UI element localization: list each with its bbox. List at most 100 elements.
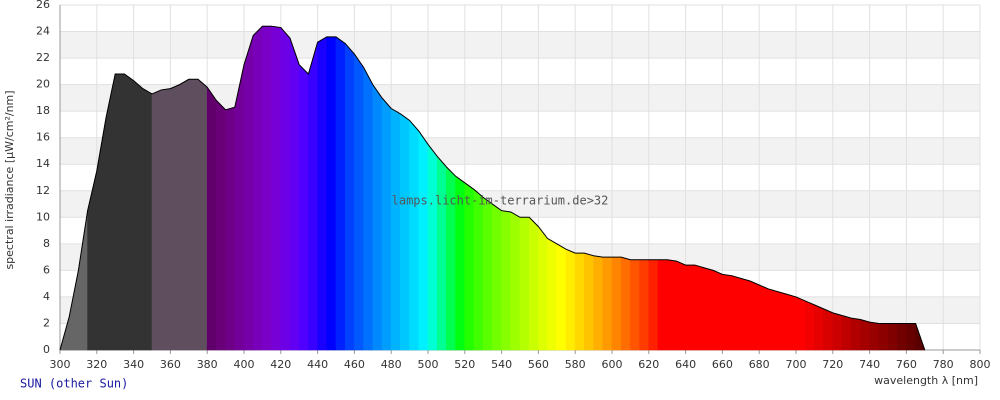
spectrum-segment	[170, 84, 180, 351]
x-tick-label: 480	[381, 358, 402, 371]
spectrum-segment	[124, 73, 134, 351]
spectrum-segment	[602, 256, 613, 351]
spectrum-segment	[694, 264, 705, 351]
spectrum-segment	[878, 323, 889, 351]
x-tick-label: 740	[859, 358, 880, 371]
spectrum-segment	[390, 107, 401, 351]
x-tick-label: 560	[528, 358, 549, 371]
x-tick-label: 520	[454, 358, 475, 371]
spectrum-segment	[657, 259, 668, 351]
x-tick-label: 760	[896, 358, 917, 371]
x-tick-label: 800	[970, 358, 991, 371]
x-tick-label: 620	[638, 358, 659, 371]
spectrum-segment	[574, 252, 585, 351]
spectrum-segment	[887, 323, 898, 351]
spectrum-segment	[262, 25, 272, 351]
spectrum-outline	[59, 25, 926, 351]
spectrum-segment	[188, 79, 199, 351]
spectrum-segment	[206, 86, 217, 351]
y-tick-label: 24	[36, 25, 50, 38]
spectrum-segment	[289, 38, 300, 351]
x-tick-label: 680	[749, 358, 770, 371]
spectrum-segment	[850, 317, 861, 351]
grid-band	[60, 31, 980, 59]
spectrum-segment	[142, 88, 153, 351]
spectrum-segment	[860, 319, 870, 351]
spectrum-segment	[519, 217, 530, 351]
spectrum-segment	[814, 304, 824, 351]
x-tick-label: 580	[565, 358, 586, 371]
x-tick-label: 540	[491, 358, 512, 371]
x-tick-label: 600	[602, 358, 623, 371]
x-tick-label: 720	[822, 358, 843, 371]
spectrum-segment	[372, 83, 383, 351]
spectrum-segment	[685, 264, 696, 351]
x-tick-label: 300	[50, 358, 71, 371]
y-tick-label: 26	[36, 0, 50, 11]
y-tick-label: 16	[36, 131, 50, 144]
spectrum-segment	[906, 323, 916, 351]
spectrum-segment	[326, 36, 337, 351]
spectrum-segment	[317, 36, 328, 351]
spectrum-segment	[611, 256, 622, 351]
spectrum-segment	[841, 315, 852, 351]
spectrum-segment	[436, 155, 447, 351]
spectrum-segment	[151, 89, 162, 351]
spectrum-segment	[556, 243, 567, 351]
spectrum-segment	[225, 106, 236, 351]
spectrum-segment	[823, 308, 834, 351]
spectrum-segment	[280, 26, 291, 351]
spectrum-segment	[492, 203, 502, 351]
spectrum-segment	[464, 182, 475, 351]
spectrum-segment	[768, 288, 778, 351]
spectrum-segment	[565, 248, 576, 351]
y-tick-label: 6	[43, 263, 50, 276]
spectrum-segment	[804, 300, 815, 351]
x-tick-label: 700	[786, 358, 807, 371]
spectrum-segment	[409, 119, 420, 351]
spectrum-segment	[630, 259, 640, 351]
watermark: lamps.licht-im-terrarium.de>32	[392, 194, 609, 208]
spectrum-segment	[510, 211, 521, 351]
spectrum-segment	[869, 321, 880, 351]
spectrum-segment	[749, 280, 760, 351]
spectrum-segment	[298, 63, 309, 351]
y-tick-label: 8	[43, 237, 50, 250]
spectrum-segment	[648, 259, 659, 351]
spectrum-segment	[501, 210, 512, 351]
x-axis-label: wavelength λ [nm]	[874, 374, 978, 387]
y-tick-label: 14	[36, 157, 50, 170]
spectrum-segment	[666, 259, 677, 351]
spectrum-segment	[354, 53, 364, 351]
spectrum-segment	[593, 255, 604, 351]
spectrum-segment	[712, 269, 723, 351]
x-tick-label: 420	[270, 358, 291, 371]
spectrum-segment	[639, 259, 650, 351]
x-tick-label: 660	[712, 358, 733, 371]
y-tick-label: 20	[36, 78, 50, 91]
x-tick-label: 340	[123, 358, 144, 371]
spectrum-segment	[381, 97, 392, 351]
x-tick-label: 500	[418, 358, 439, 371]
spectrum-segment	[473, 188, 484, 351]
x-tick-label: 460	[344, 358, 365, 371]
y-tick-label: 18	[36, 104, 50, 117]
x-tick-label: 380	[197, 358, 218, 371]
y-tick-label: 4	[43, 290, 50, 303]
spectrum-segment	[731, 275, 742, 351]
spectrum-segment	[620, 256, 631, 351]
spectrum-segment	[538, 225, 548, 351]
spectrum-segment	[335, 36, 346, 351]
x-tick-label: 640	[675, 358, 696, 371]
y-tick-label: 2	[43, 316, 50, 329]
x-tick-label: 320	[86, 358, 107, 371]
spectrum-segment	[528, 216, 539, 351]
spectrum-segment	[105, 73, 116, 351]
x-tick-label: 360	[160, 358, 181, 371]
spectrum-segment	[722, 274, 732, 351]
spectrum-segment	[363, 67, 374, 351]
x-tick-label: 440	[307, 358, 328, 371]
spectrum-segment	[179, 78, 190, 351]
spectrum-segment	[795, 296, 806, 351]
